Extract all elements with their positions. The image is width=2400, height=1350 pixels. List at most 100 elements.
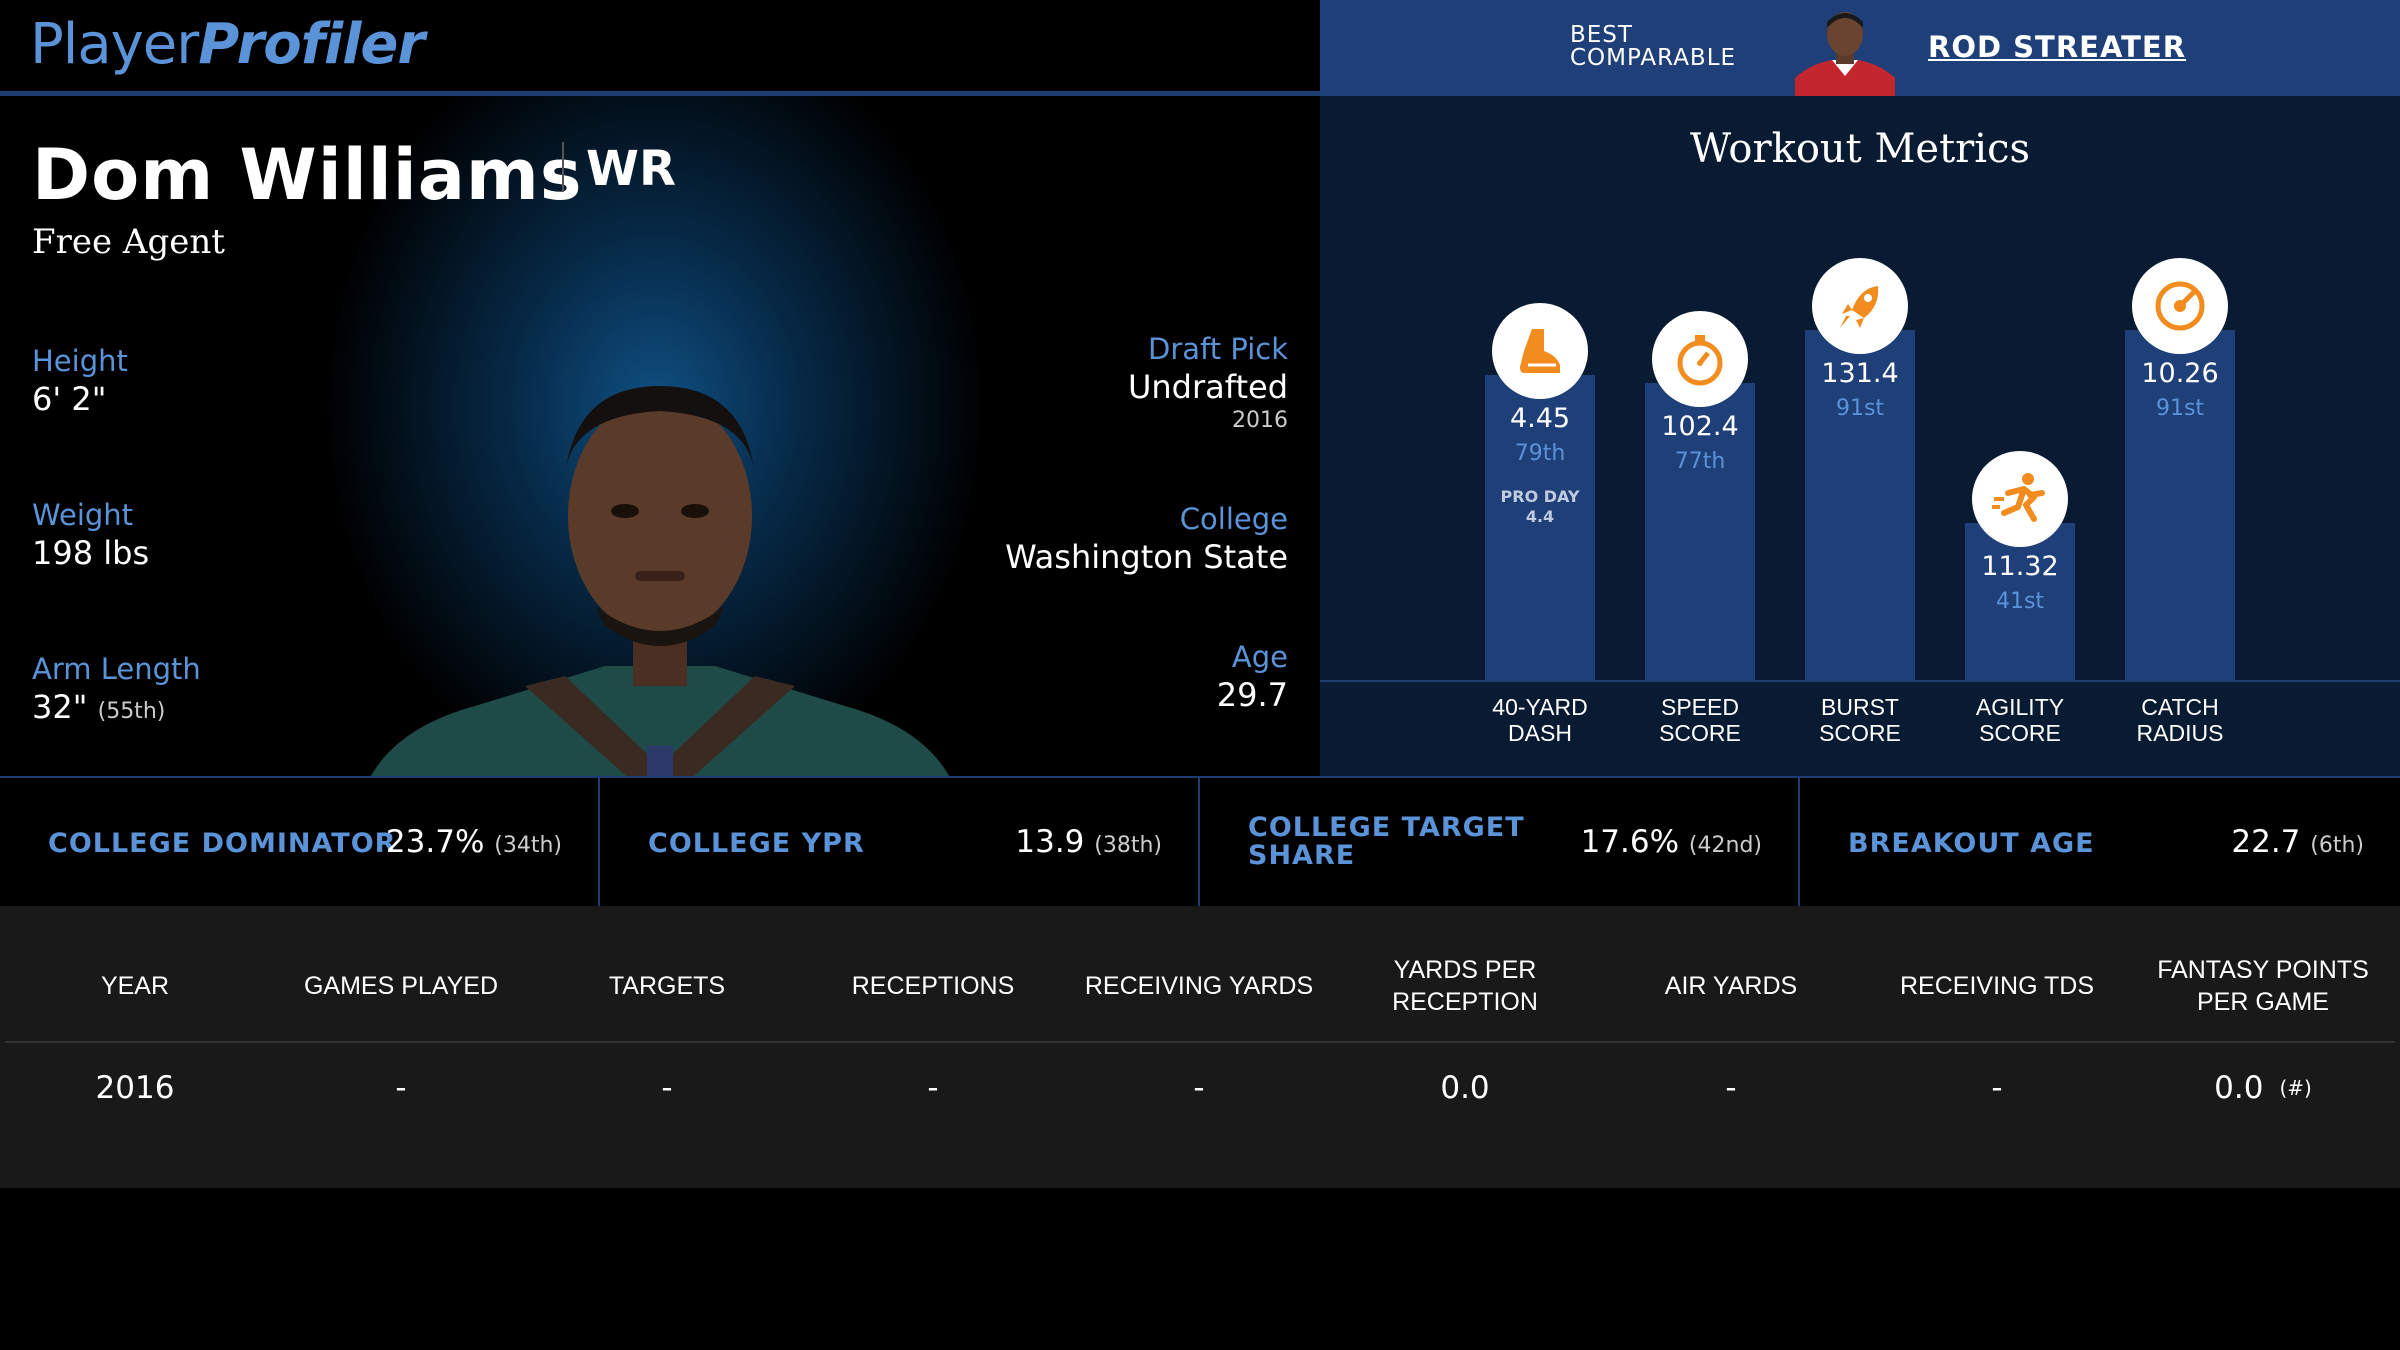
name-divider xyxy=(562,142,564,192)
metric-name-line2: SCORE xyxy=(1979,720,2061,746)
college-ypr-number: 13.9 xyxy=(1015,824,1085,860)
college-value: Washington State xyxy=(1005,538,1288,576)
metric-name-line1: SPEED xyxy=(1661,694,1739,720)
best-comparable-bar: BEST COMPARABLE ROD STREATER xyxy=(1320,0,2400,96)
college-target-share-label: COLLEGE TARGET SHARE xyxy=(1248,814,1525,870)
column-header-air-yards: AIR YARDS xyxy=(1664,972,1798,1000)
college-ypr-value: 13.9 (38th) xyxy=(1015,824,1162,860)
metric-name-line1: AGILITY xyxy=(1975,694,2065,720)
college-dominator-percentile: (34th) xyxy=(494,833,562,858)
column-header-year: YEAR xyxy=(100,972,170,1000)
table-cell-targets: - xyxy=(661,1070,673,1106)
metric-name: AGILITY SCORE xyxy=(1930,694,2110,746)
target-icon xyxy=(2132,258,2228,354)
column-header-receptions: RECEPTIONS xyxy=(851,972,1015,1000)
stopwatch-icon xyxy=(1652,311,1748,407)
proday-value: 4.4 xyxy=(1525,507,1555,526)
metric-bar-40-yard xyxy=(1485,375,1595,680)
runner-icon xyxy=(1972,451,2068,547)
metric-value: 4.45 xyxy=(1509,403,1571,434)
weight-value: 198 lbs xyxy=(32,534,150,572)
workout-metrics-title: Workout Metrics xyxy=(1689,126,2031,172)
weight-label: Weight xyxy=(32,498,134,532)
metric-name: BURST SCORE xyxy=(1770,694,1950,746)
metric-value: 102.4 xyxy=(1661,411,1739,442)
best-comparable-label-line2: COMPARABLE xyxy=(1570,45,1737,71)
college-dominator-label: COLLEGE DOMINATOR xyxy=(48,828,397,859)
college-target-share-label-line1: COLLEGE TARGET xyxy=(1248,812,1525,843)
comparable-player-avatar xyxy=(1795,12,1895,96)
column-header-receiving-yards: RECEIVING YARDS xyxy=(1084,972,1314,1000)
metric-percentile: 91st xyxy=(2155,396,2205,421)
table-header-divider xyxy=(5,1041,2395,1043)
college-dominator-number: 23.7% xyxy=(385,824,485,860)
height-label: Height xyxy=(32,344,128,378)
metric-percentile: 41st xyxy=(1995,589,2045,614)
metric-percentile: 79th xyxy=(1514,441,1566,466)
metric-value: 10.26 xyxy=(2141,358,2219,389)
metric-value: 11.32 xyxy=(1981,551,2059,582)
workout-metrics-panel: Workout Metrics 4.45 79th PRO DAY 4.4 40-YAR… xyxy=(1320,96,2400,776)
metric-name-line1: BURST xyxy=(1821,694,1899,720)
metric-name: SPEED SCORE xyxy=(1610,694,1790,746)
age-value: 29.7 xyxy=(1216,676,1288,714)
college-target-share-number: 17.6% xyxy=(1580,824,1680,860)
logo-part-player: Player xyxy=(30,12,199,77)
season-stats-table: YEAR GAMES PLAYED TARGETS RECEPTIONS REC… xyxy=(0,906,2400,1188)
player-team: Free Agent xyxy=(32,222,225,262)
breakout-age-number: 22.7 xyxy=(2231,824,2301,860)
column-header-fantasy-points-per-game: FANTASY POINTS PER GAME xyxy=(2157,956,2369,1016)
breakout-age-percentile: (6th) xyxy=(2310,833,2364,858)
metric-bar-speed xyxy=(1645,383,1755,680)
draft-year: 2016 xyxy=(1232,408,1288,433)
bar-baseline xyxy=(1320,680,2400,682)
best-comparable-label: BEST COMPARABLE xyxy=(1570,24,1736,70)
table-cell-receiving-tds: - xyxy=(1991,1070,2003,1106)
draft-pick-label: Draft Pick xyxy=(1148,332,1288,366)
draft-pick-value: Undrafted xyxy=(1127,368,1288,406)
logo-part-profiler: Profiler xyxy=(198,12,425,77)
college-ypr-percentile: (38th) xyxy=(1094,833,1162,858)
college-label: College xyxy=(1179,502,1288,536)
column-header-targets: TARGETS xyxy=(608,972,726,1000)
proday-label: PRO DAY xyxy=(1500,487,1580,506)
breakout-age-label: BREAKOUT AGE xyxy=(1848,828,2095,859)
player-name: Dom Williams xyxy=(32,134,583,216)
best-comparable-label-line1: BEST xyxy=(1570,22,1633,48)
table-cell-receptions: - xyxy=(927,1070,939,1106)
table-cell-receiving-yards: - xyxy=(1193,1070,1205,1106)
college-target-share-value: 17.6% (42nd) xyxy=(1581,824,1762,860)
table-cell-fantasy-points-per-game: 0.0 (#) xyxy=(2130,1058,2396,1118)
college-target-share-cell: COLLEGE TARGET SHARE 17.6% (42nd) xyxy=(1200,778,1800,908)
age-label: Age xyxy=(1231,640,1288,674)
college-ypr-cell: COLLEGE YPR 13.9 (38th) xyxy=(600,778,1200,908)
arm-length-label: Arm Length xyxy=(32,652,201,686)
college-target-share-percentile: (42nd) xyxy=(1688,833,1762,858)
metric-bar-burst xyxy=(1805,330,1915,680)
metric-proday: PRO DAY 4.4 xyxy=(1460,487,1620,527)
column-header-receiving-tds: RECEIVING TDS xyxy=(1899,972,2095,1000)
college-stats-row: COLLEGE DOMINATOR 23.7% (34th) COLLEGE Y… xyxy=(0,776,2400,908)
player-position: WR xyxy=(586,141,676,197)
metric-bar-catch xyxy=(2125,330,2235,680)
fantasy-points-value: 0.0 xyxy=(2214,1070,2264,1106)
best-comparable-link[interactable]: ROD STREATER xyxy=(1928,30,2187,64)
metric-name: CATCH RADIUS xyxy=(2090,694,2270,746)
metric-value: 131.4 xyxy=(1821,358,1899,389)
metric-name: 40-YARD DASH xyxy=(1450,694,1630,746)
metric-name-line1: 40-YARD xyxy=(1492,694,1588,720)
table-cell-yards-per-reception: 0.0 xyxy=(1440,1070,1490,1106)
player-card: Dom Williams WR Free Agent Height 6' 2" … xyxy=(0,96,1320,876)
breakout-age-cell: BREAKOUT AGE 22.7 (6th) xyxy=(1800,778,2400,908)
metric-name-line2: DASH xyxy=(1508,720,1572,746)
arm-length-value: 32" (55th) xyxy=(32,688,165,726)
site-logo[interactable]: PlayerProfiler xyxy=(30,12,425,77)
metric-bar-agility xyxy=(1965,523,2075,680)
column-header-games-played: GAMES PLAYED xyxy=(303,972,499,1000)
metric-name-line2: RADIUS xyxy=(2136,720,2224,746)
table-cell-year: 2016 xyxy=(95,1070,175,1106)
shoe-icon xyxy=(1492,303,1588,399)
college-dominator-cell: COLLEGE DOMINATOR 23.7% (34th) xyxy=(0,778,600,908)
fantasy-points-rank[interactable]: (#) xyxy=(2279,1076,2312,1100)
college-ypr-label: COLLEGE YPR xyxy=(648,828,865,859)
